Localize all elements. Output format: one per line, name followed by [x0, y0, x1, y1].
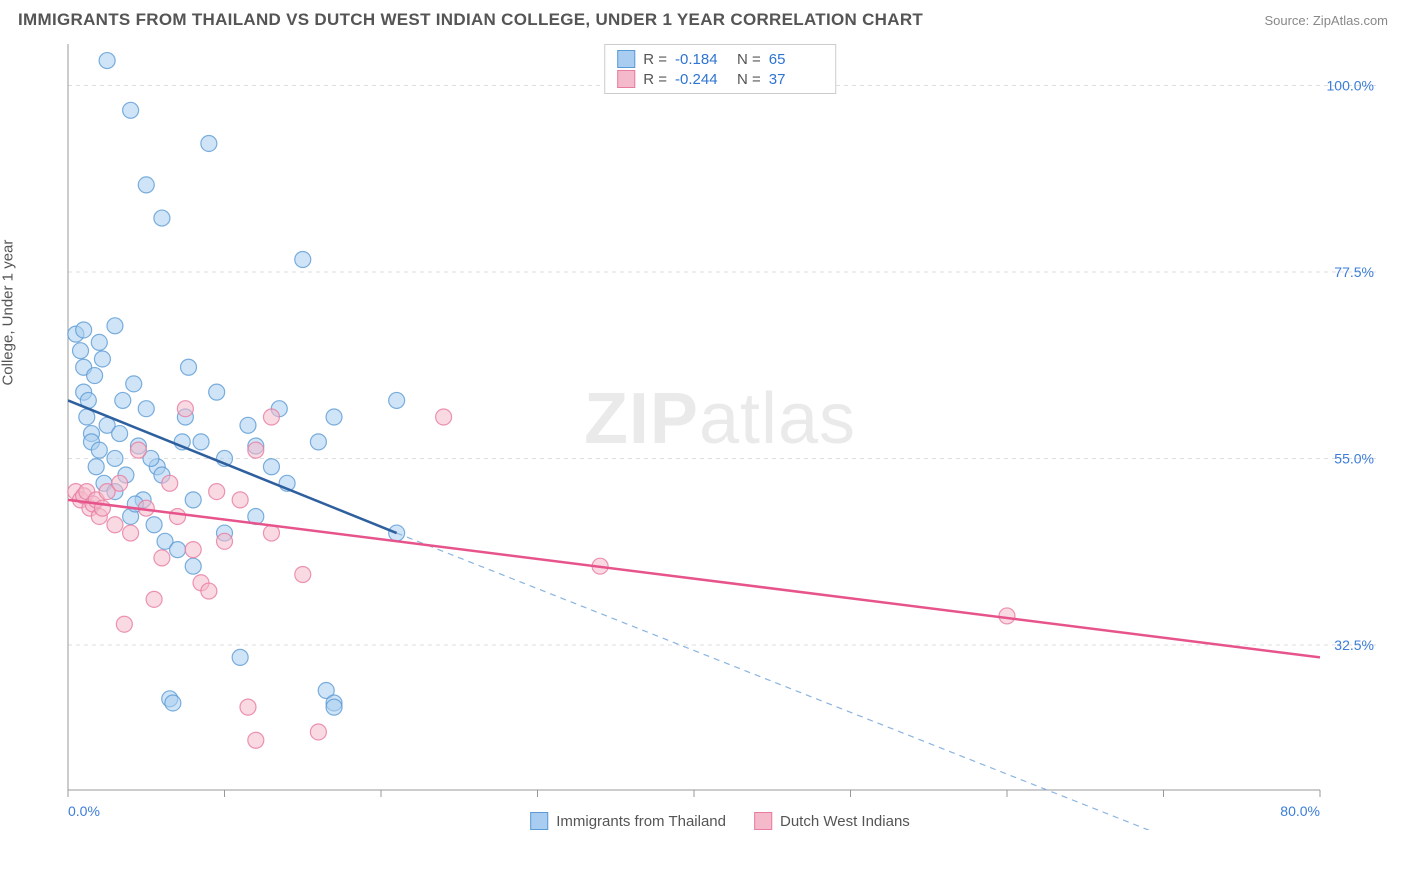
scatter-chart-svg: 32.5% 55.0% 77.5% 100.0% 0.0% 80.0% [60, 40, 1380, 830]
legend-series: Immigrants from Thailand Dutch West Indi… [530, 812, 910, 830]
svg-text:77.5%: 77.5% [1334, 264, 1374, 280]
series-1-name: Dutch West Indians [780, 813, 910, 830]
n-label: N = [737, 51, 761, 68]
legend-swatch-1b [754, 812, 772, 830]
svg-text:55.0%: 55.0% [1334, 450, 1374, 466]
series-0-name: Immigrants from Thailand [556, 813, 726, 830]
legend-swatch-1 [617, 70, 635, 88]
legend-item-0: Immigrants from Thailand [530, 812, 726, 830]
legend-stats: R = -0.184 N = 65 R = -0.244 N = 37 [604, 44, 836, 94]
plot-area: 32.5% 55.0% 77.5% 100.0% 0.0% 80.0% R = -0.18… [60, 40, 1380, 830]
source-label: Source: ZipAtlas.com [1264, 13, 1388, 28]
r-value-1: -0.244 [675, 71, 729, 88]
legend-swatch-0 [617, 50, 635, 68]
r-value-0: -0.184 [675, 51, 729, 68]
legend-stats-row: R = -0.244 N = 37 [617, 69, 823, 89]
svg-text:80.0%: 80.0% [1280, 803, 1320, 819]
legend-swatch-0b [530, 812, 548, 830]
svg-text:0.0%: 0.0% [68, 803, 100, 819]
n-value-1: 37 [769, 71, 823, 88]
chart-title: IMMIGRANTS FROM THAILAND VS DUTCH WEST I… [18, 10, 923, 30]
chart-container: College, Under 1 year 32.5%55.0%77.5%100… [18, 40, 1388, 860]
r-label: R = [643, 71, 667, 88]
n-value-0: 65 [769, 51, 823, 68]
legend-stats-row: R = -0.184 N = 65 [617, 49, 823, 69]
svg-text:32.5%: 32.5% [1334, 637, 1374, 653]
r-label: R = [643, 51, 667, 68]
n-label: N = [737, 71, 761, 88]
y-axis-label: College, Under 1 year [0, 240, 17, 386]
svg-text:100.0%: 100.0% [1327, 77, 1374, 93]
legend-item-1: Dutch West Indians [754, 812, 910, 830]
